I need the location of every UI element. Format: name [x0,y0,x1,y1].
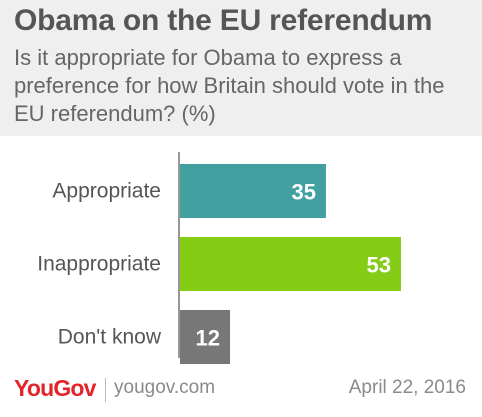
publish-date: April 22, 2016 [348,377,466,398]
category-label-don-t-know: Don't know [58,326,162,349]
bar-don-t-know [180,310,231,364]
value-label-don-t-know: 12 [196,326,220,351]
value-label-inappropriate: 53 [367,253,391,278]
category-label-appropriate: Appropriate [52,180,161,203]
value-label-appropriate: 35 [291,180,315,205]
category-label-inappropriate: Inappropriate [37,253,161,276]
website-link[interactable]: yougov.com [114,377,216,398]
chart-footer: YouGov yougov.com April 22, 2016 [0,366,482,417]
bar-chart-svg: Appropriate 35 Inappropriate 53 Don't know 12 [37,152,402,364]
bar-chart: Appropriate 35 Inappropriate 53 Don't know 12 [0,136,482,366]
footer-divider [105,378,106,402]
chart-title: Obama on the EU referendum [14,4,433,37]
chart-subtitle: Is it appropriate for Obama to express a… [14,45,445,126]
chart-header: Obama on the EU referendum Is it appropr… [0,0,482,136]
bar-inappropriate [180,237,402,291]
bar-appropriate [180,164,326,218]
yougov-logo[interactable]: YouGov [14,375,96,401]
